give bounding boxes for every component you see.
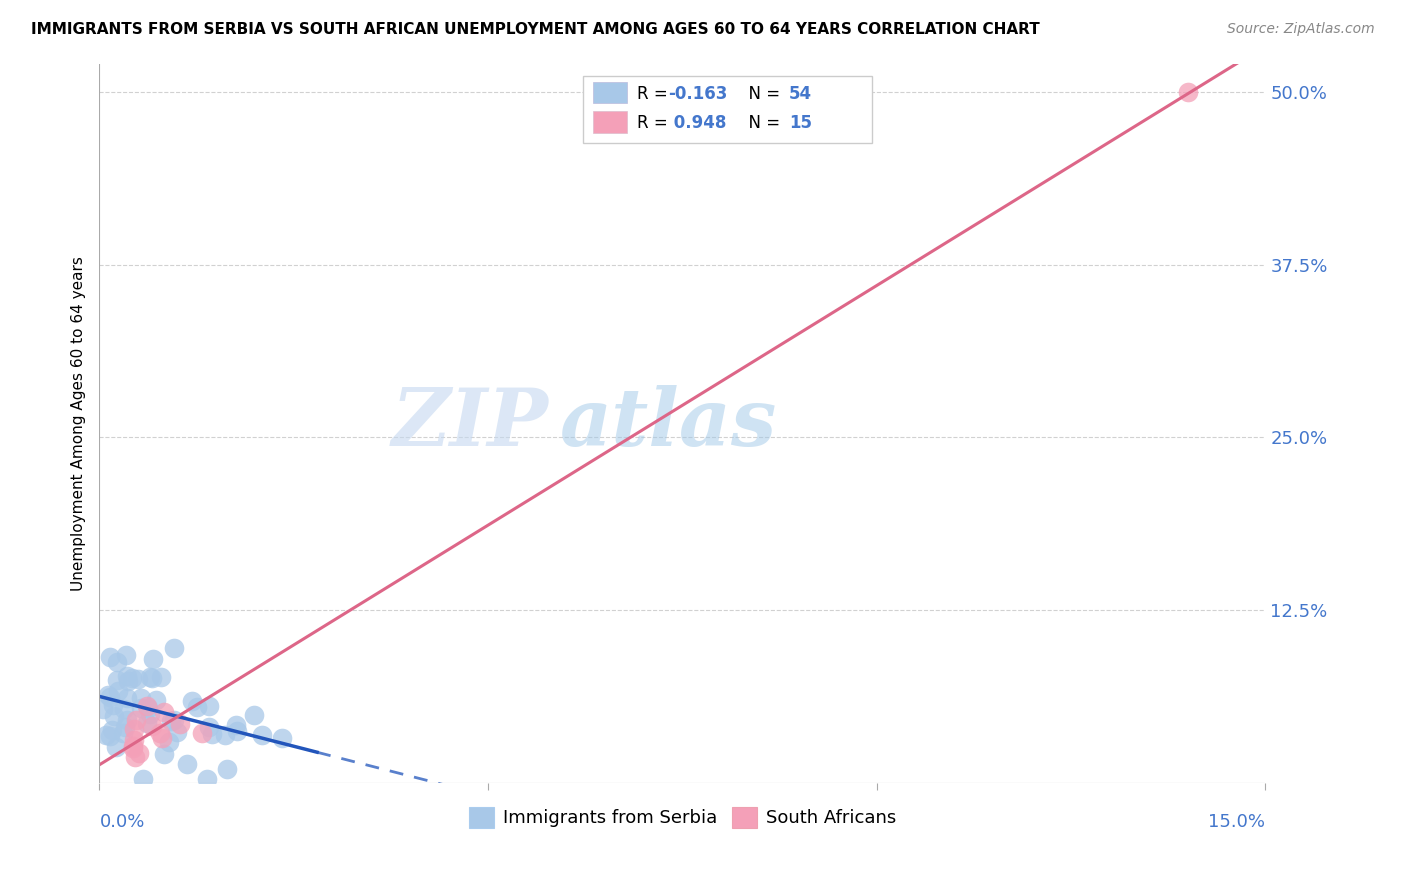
- Point: [186, 699, 208, 714]
- Point: [215, 762, 238, 776]
- Point: [111, 726, 134, 740]
- Point: [105, 739, 128, 754]
- Point: [129, 691, 152, 706]
- Text: N =: N =: [738, 114, 786, 132]
- Point: [250, 728, 273, 742]
- Point: [145, 692, 167, 706]
- Point: [101, 698, 124, 712]
- Point: [117, 674, 139, 689]
- Point: [150, 670, 173, 684]
- Point: [98, 649, 121, 664]
- Point: [128, 746, 150, 760]
- Point: [198, 721, 221, 735]
- Point: [181, 694, 204, 708]
- Point: [132, 772, 155, 786]
- Point: [91, 701, 114, 715]
- Point: [122, 733, 145, 747]
- Point: [270, 731, 292, 745]
- Point: [138, 706, 160, 721]
- Text: atlas: atlas: [560, 384, 778, 462]
- Point: [195, 772, 218, 786]
- Point: [122, 739, 145, 753]
- Point: [1177, 85, 1199, 99]
- Point: [225, 717, 247, 731]
- Point: [142, 651, 165, 665]
- Point: [226, 724, 249, 739]
- Point: [214, 729, 236, 743]
- Point: [117, 669, 139, 683]
- Point: [112, 702, 135, 716]
- Point: [198, 699, 221, 714]
- Point: [169, 717, 191, 731]
- Point: [125, 713, 148, 727]
- Point: [152, 747, 174, 761]
- Point: [136, 699, 159, 714]
- Text: 0.948: 0.948: [668, 114, 727, 132]
- Point: [201, 726, 224, 740]
- Text: R =: R =: [637, 114, 673, 132]
- Point: [98, 729, 121, 743]
- Text: 0.0%: 0.0%: [100, 814, 145, 831]
- Text: N =: N =: [738, 85, 786, 103]
- Point: [114, 720, 136, 734]
- Text: 54: 54: [789, 85, 811, 103]
- Point: [122, 741, 145, 756]
- Point: [127, 672, 149, 686]
- Text: Source: ZipAtlas.com: Source: ZipAtlas.com: [1227, 22, 1375, 37]
- Point: [160, 714, 183, 729]
- Point: [141, 719, 163, 733]
- Point: [191, 725, 214, 739]
- Point: [131, 700, 153, 714]
- Point: [141, 671, 163, 685]
- Point: [150, 731, 173, 745]
- Text: R =: R =: [637, 85, 673, 103]
- Legend: Immigrants from Serbia, South Africans: Immigrants from Serbia, South Africans: [461, 800, 904, 835]
- Text: 15: 15: [789, 114, 811, 132]
- Point: [98, 690, 121, 704]
- Point: [166, 725, 188, 739]
- Point: [163, 641, 186, 656]
- Point: [122, 722, 145, 736]
- Point: [136, 701, 159, 715]
- Point: [121, 671, 143, 685]
- Text: 15.0%: 15.0%: [1209, 814, 1265, 831]
- Point: [157, 735, 180, 749]
- Point: [163, 713, 186, 727]
- Text: -0.163: -0.163: [668, 85, 727, 103]
- Point: [115, 713, 138, 727]
- Point: [101, 723, 124, 738]
- Point: [136, 715, 159, 730]
- Point: [97, 688, 120, 702]
- Point: [139, 670, 162, 684]
- Point: [149, 725, 172, 739]
- Point: [124, 749, 146, 764]
- Point: [117, 691, 139, 706]
- Point: [103, 709, 125, 723]
- Point: [243, 707, 266, 722]
- Point: [96, 728, 118, 742]
- Text: IMMIGRANTS FROM SERBIA VS SOUTH AFRICAN UNEMPLOYMENT AMONG AGES 60 TO 64 YEARS C: IMMIGRANTS FROM SERBIA VS SOUTH AFRICAN …: [31, 22, 1039, 37]
- Point: [105, 673, 128, 688]
- Text: ZIP: ZIP: [391, 384, 548, 462]
- Point: [107, 684, 129, 698]
- Point: [176, 756, 198, 771]
- Point: [105, 655, 128, 669]
- Point: [153, 705, 176, 719]
- Y-axis label: Unemployment Among Ages 60 to 64 years: Unemployment Among Ages 60 to 64 years: [72, 256, 86, 591]
- Point: [115, 648, 138, 663]
